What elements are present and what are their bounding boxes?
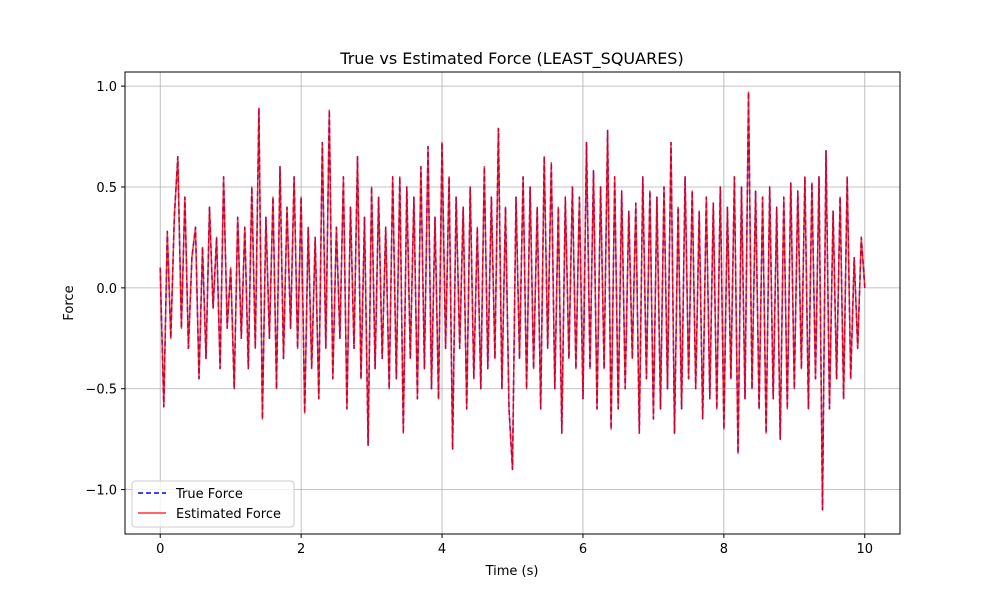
y-axis-label: Force [62,285,77,320]
series-layer [159,91,866,511]
x-tick-label: 0 [156,542,164,557]
series-estimated-force-line [159,91,866,511]
x-axis-label: Time (s) [485,564,539,579]
legend-box [131,480,295,528]
y-axis-ticks: −1.0 −0.5 0.0 0.5 1.0 [85,80,125,499]
y-tick-label: 0.0 [96,282,117,297]
legend: True Force Estimated Force [131,480,295,528]
chart-title: True vs Estimated Force (LEAST_SQUARES) [339,49,683,69]
x-tick-label: 2 [297,542,305,557]
plot-frame [124,71,901,535]
y-tick-label: −1.0 [85,484,117,499]
x-tick-label: 6 [579,542,587,557]
x-tick-label: 10 [856,542,873,557]
y-tick-label: −0.5 [85,383,117,398]
x-tick-label: 4 [438,542,446,557]
legend-label-estimated-force: Estimated Force [176,507,281,522]
x-axis-ticks: 0 2 4 6 8 10 [156,534,873,557]
y-tick-label: 1.0 [96,80,117,95]
y-tick-label: 0.5 [96,181,117,196]
legend-label-true-force: True Force [175,487,243,502]
x-tick-label: 8 [720,542,728,557]
